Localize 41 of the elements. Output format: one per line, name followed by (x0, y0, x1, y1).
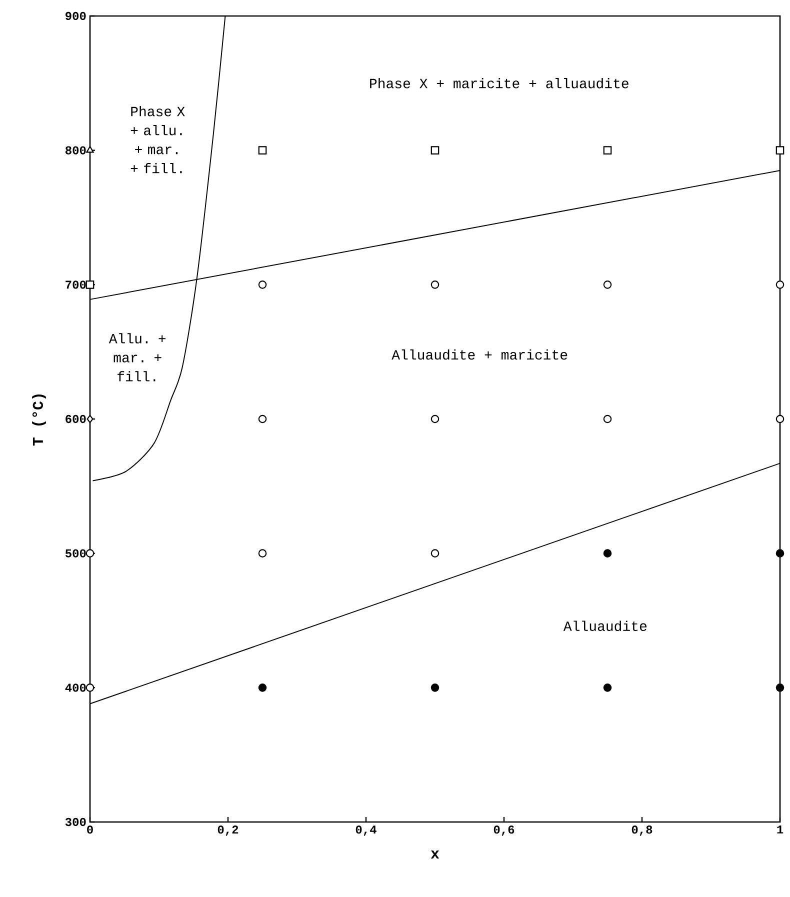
point (603, 684, 612, 692)
point (258, 549, 267, 558)
point (258, 146, 267, 154)
point (603, 280, 612, 289)
y-tick-label: 800 (66, 146, 86, 154)
point (258, 414, 267, 424)
point (86, 549, 94, 558)
annotation: Allu. + mar. + fill. (108, 333, 166, 382)
point (430, 146, 440, 154)
annotation: Alluaudite (563, 620, 647, 632)
point (86, 146, 94, 153)
point (603, 414, 612, 424)
point (430, 414, 440, 424)
point (776, 146, 784, 154)
x-tick-label: 0,6 (494, 826, 514, 836)
x-tick-label: 1 (777, 826, 784, 834)
point (430, 684, 440, 692)
y-tick-label: 900 (66, 12, 86, 20)
point (603, 146, 612, 154)
x-tick-label: 0,2 (218, 826, 238, 836)
point (258, 684, 267, 692)
point (430, 280, 440, 289)
x-tick-label: 0 (87, 826, 93, 834)
x-tick-label: 0,8 (632, 826, 652, 836)
y-tick-label: 600 (66, 414, 86, 424)
annotation: Phase X + allu. + mar. + fill. (130, 106, 185, 174)
y-axis-title: T (°C) (32, 394, 46, 446)
y-tick-label: 700 (66, 280, 86, 289)
point (86, 414, 94, 424)
x-axis-title: x (430, 850, 440, 858)
point (86, 684, 94, 692)
point (86, 280, 94, 289)
annotation: Phase X + maricite + alluaudite (370, 78, 628, 88)
x-tick-label: 0,4 (356, 826, 376, 836)
point (603, 549, 612, 558)
y-tick-label: 400 (65, 684, 86, 692)
y-tick-label: 500 (65, 549, 86, 558)
point (430, 549, 440, 558)
point (258, 280, 267, 289)
annotation: Alluaudite + maricite (392, 349, 568, 360)
y-tick-label: 300 (65, 818, 86, 826)
